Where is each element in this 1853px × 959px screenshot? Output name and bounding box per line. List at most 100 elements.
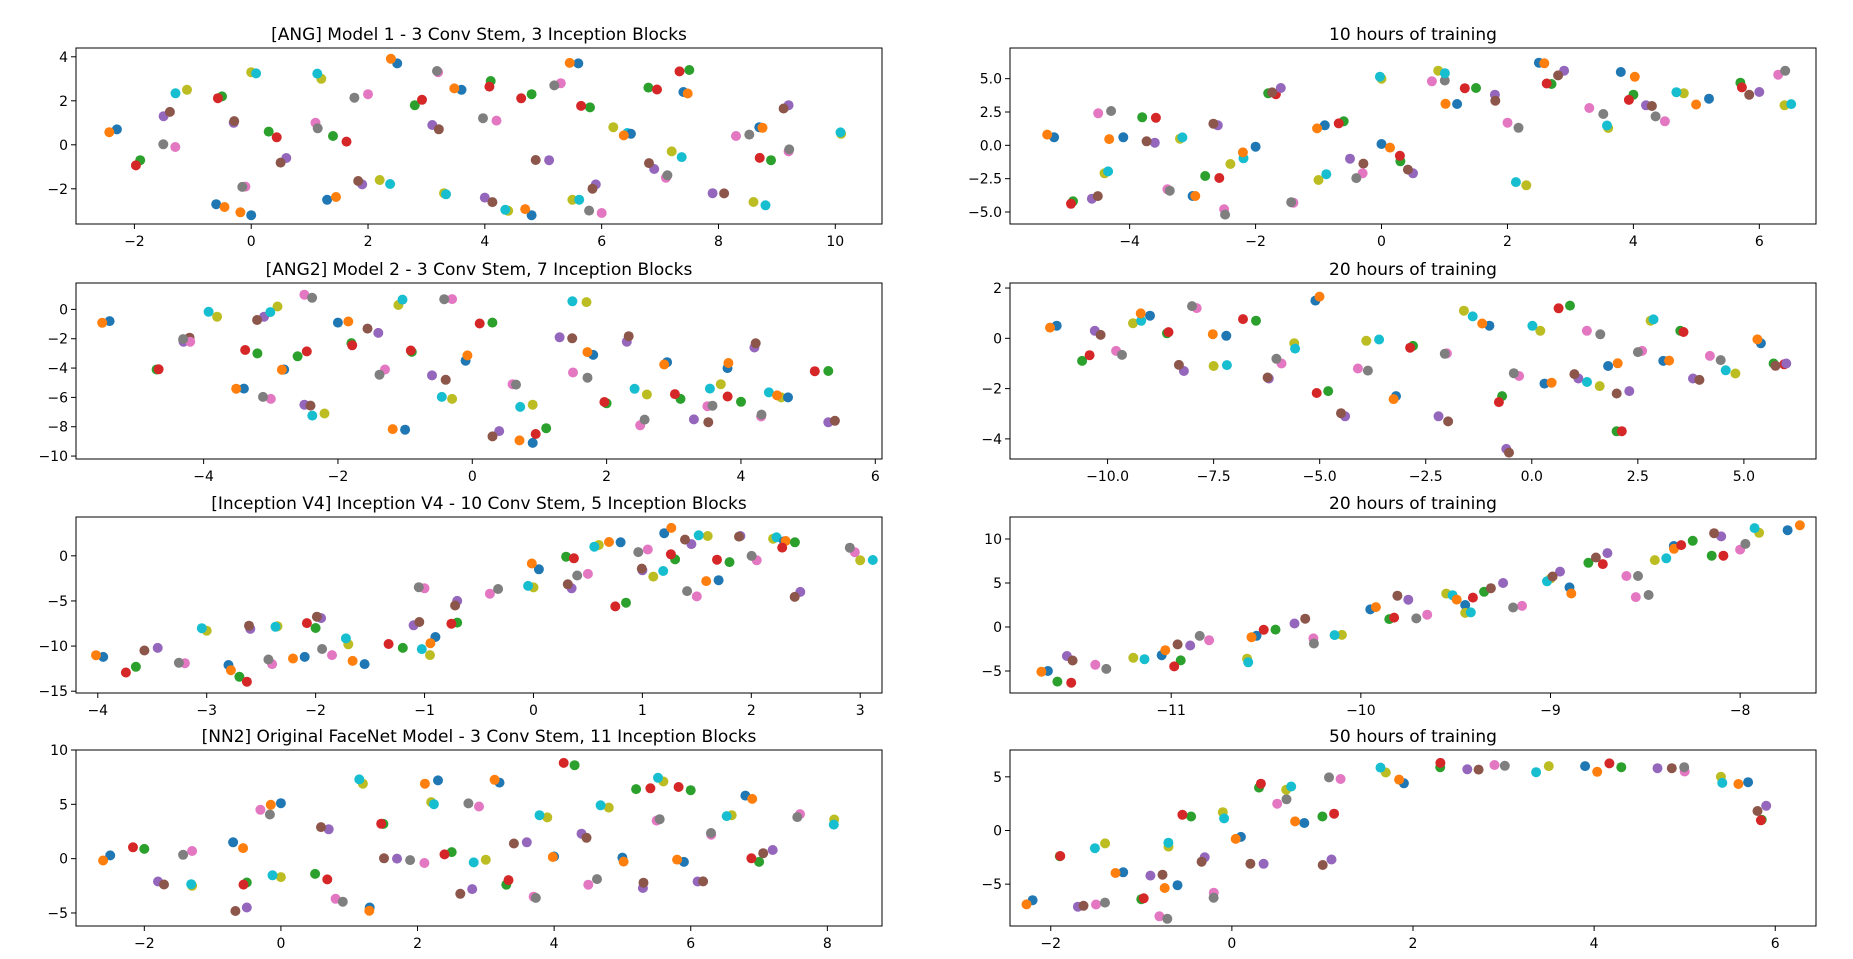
- data-point: [1066, 677, 1077, 688]
- data-point: [1118, 867, 1129, 878]
- data-point: [1172, 639, 1183, 650]
- data-point: [238, 879, 249, 890]
- data-point: [1508, 368, 1519, 379]
- data-point: [1117, 349, 1127, 360]
- data-point: [1258, 858, 1269, 869]
- plot-frame: [1009, 47, 1817, 225]
- x-tick-label: −10.0: [1086, 469, 1129, 485]
- data-point: [1678, 327, 1689, 337]
- data-point: [238, 843, 249, 854]
- data-point: [1090, 659, 1101, 670]
- data-point: [1299, 818, 1310, 828]
- data-point: [337, 896, 348, 907]
- data-point: [397, 294, 408, 305]
- data-point: [1118, 132, 1129, 143]
- data-point: [684, 65, 695, 75]
- panel-title: 20 hours of training: [1329, 260, 1497, 280]
- y-tick-label: 0: [993, 331, 1002, 347]
- data-point: [468, 857, 479, 868]
- data-point: [767, 845, 778, 855]
- data-point: [1374, 71, 1385, 82]
- data-point: [633, 547, 644, 558]
- data-point: [1621, 571, 1632, 581]
- data-point: [363, 89, 373, 100]
- data-point: [364, 905, 375, 916]
- data-point: [1362, 365, 1373, 376]
- data-point: [1329, 808, 1340, 819]
- data-point: [855, 555, 866, 566]
- data-point: [1740, 538, 1751, 549]
- data-point: [1630, 592, 1641, 603]
- data-point: [1089, 843, 1100, 854]
- data-point: [91, 650, 101, 661]
- data-point: [178, 849, 189, 860]
- data-point: [316, 822, 326, 833]
- data-point: [526, 558, 537, 569]
- data-point: [823, 366, 834, 376]
- data-point: [1200, 171, 1211, 181]
- data-point: [1272, 798, 1283, 809]
- data-point: [1566, 588, 1577, 599]
- data-point: [467, 884, 478, 895]
- data-point: [1504, 447, 1514, 458]
- data-point: [1103, 166, 1114, 177]
- data-point: [562, 579, 573, 590]
- data-point: [359, 659, 370, 670]
- data-point: [1646, 101, 1657, 111]
- data-point: [587, 183, 598, 194]
- x-tick-label: 4: [1590, 936, 1599, 952]
- data-point: [1547, 571, 1558, 582]
- data-point: [1629, 71, 1640, 82]
- data-point: [1527, 320, 1538, 331]
- data-point: [1036, 666, 1047, 677]
- data-point: [500, 204, 511, 215]
- data-point: [1569, 369, 1580, 380]
- data-point: [1164, 185, 1175, 196]
- data-point: [1652, 763, 1663, 774]
- data-point: [178, 334, 189, 345]
- data-point: [1659, 116, 1670, 127]
- data-point: [754, 152, 765, 163]
- data-point: [1246, 632, 1257, 643]
- data-point: [1632, 347, 1643, 358]
- data-point: [659, 528, 670, 539]
- data-point: [307, 292, 318, 303]
- data-point: [1214, 173, 1225, 183]
- data-point: [1220, 209, 1231, 220]
- data-point: [173, 657, 184, 668]
- plot-frame: [1009, 282, 1817, 460]
- data-point: [604, 537, 614, 547]
- data-point: [439, 849, 450, 860]
- data-point: [425, 650, 435, 661]
- data-point: [792, 812, 803, 823]
- data-point: [1100, 897, 1110, 908]
- y-tick-label: 0.0: [980, 138, 1002, 154]
- data-point: [1204, 635, 1215, 646]
- y-tick-label: 10: [984, 532, 1002, 548]
- data-point: [1717, 777, 1728, 788]
- data-point: [1513, 122, 1524, 133]
- x-tick-label: −3: [196, 703, 217, 719]
- data-point: [317, 644, 328, 654]
- data-point: [1136, 315, 1147, 326]
- data-point: [409, 100, 420, 111]
- data-point: [746, 853, 757, 864]
- data-point: [1535, 325, 1546, 336]
- x-tick-label: 2: [1409, 936, 1418, 952]
- data-point: [240, 345, 251, 355]
- data-point: [1187, 301, 1197, 312]
- data-point: [658, 566, 669, 576]
- y-tick-label: −10: [38, 449, 68, 465]
- data-point: [573, 58, 584, 69]
- data-point: [533, 564, 544, 575]
- data-point: [374, 369, 385, 380]
- data-point: [139, 843, 150, 854]
- data-point: [520, 204, 531, 215]
- data-point: [1584, 103, 1595, 113]
- data-point: [417, 94, 427, 105]
- data-point: [1101, 663, 1112, 674]
- data-point: [1091, 899, 1101, 910]
- data-point: [760, 200, 771, 211]
- data-point: [130, 661, 141, 672]
- data-point: [581, 832, 592, 843]
